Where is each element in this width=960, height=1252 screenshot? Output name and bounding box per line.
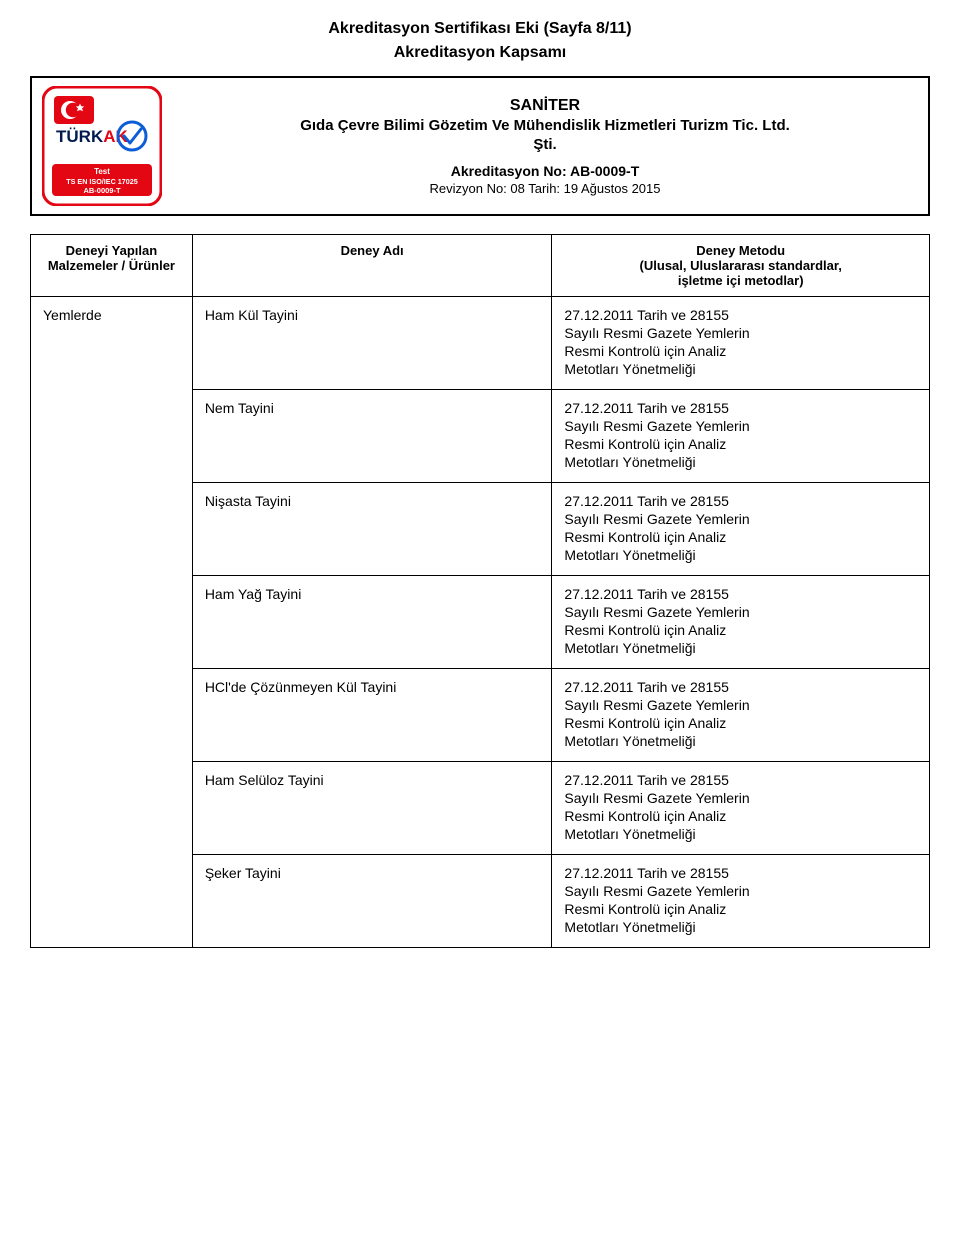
method-cell: 27.12.2011 Tarih ve 28155Sayılı Resmi Ga… [552, 669, 930, 762]
material-cell: Yemlerde [31, 297, 193, 948]
col-header-method: Deney Metodu (Ulusal, Uluslararası stand… [552, 235, 930, 297]
method-cell: 27.12.2011 Tarih ve 28155Sayılı Resmi Ga… [552, 390, 930, 483]
table-row: YemlerdeHam Kül Tayini27.12.2011 Tarih v… [31, 297, 930, 390]
test-name-cell: Nişasta Tayini [192, 483, 552, 576]
test-name-cell: Ham Yağ Tayini [192, 576, 552, 669]
test-name-cell: Ham Kül Tayini [192, 297, 552, 390]
logo-cell: TÜRKAK Test TS EN ISO/IEC 17025 AB-0009-… [32, 78, 172, 214]
logo-standard: TS EN ISO/IEC 17025 [66, 177, 138, 186]
method-cell: 27.12.2011 Tarih ve 28155Sayılı Resmi Ga… [552, 762, 930, 855]
header-text: SANİTER Gıda Çevre Bilimi Gözetim Ve Müh… [172, 78, 928, 214]
logo-code: AB-0009-T [83, 186, 121, 195]
test-name-cell: Nem Tayini [192, 390, 552, 483]
header-box: TÜRKAK Test TS EN ISO/IEC 17025 AB-0009-… [30, 76, 930, 216]
method-cell: 27.12.2011 Tarih ve 28155Sayılı Resmi Ga… [552, 576, 930, 669]
org-sti: Şti. [533, 136, 556, 153]
org-desc: Gıda Çevre Bilimi Gözetim Ve Mühendislik… [300, 117, 790, 134]
scope-table: Deneyi Yapılan Malzemeler / Ürünler Dene… [30, 234, 930, 948]
col-header-test-name: Deney Adı [192, 235, 552, 297]
page-title: Akreditasyon Sertifikası Eki (Sayfa 8/11… [30, 20, 930, 38]
table-header-row: Deneyi Yapılan Malzemeler / Ürünler Dene… [31, 235, 930, 297]
test-name-cell: HCl'de Çözünmeyen Kül Tayini [192, 669, 552, 762]
page-subtitle: Akreditasyon Kapsamı [30, 44, 930, 62]
org-name: SANİTER [510, 97, 580, 115]
col-header-materials: Deneyi Yapılan Malzemeler / Ürünler [31, 235, 193, 297]
method-cell: 27.12.2011 Tarih ve 28155Sayılı Resmi Ga… [552, 855, 930, 948]
revision-info: Revizyon No: 08 Tarih: 19 Ağustos 2015 [429, 181, 660, 196]
test-name-cell: Şeker Tayini [192, 855, 552, 948]
method-cell: 27.12.2011 Tarih ve 28155Sayılı Resmi Ga… [552, 483, 930, 576]
accreditation-number: Akreditasyon No: AB-0009-T [451, 163, 640, 179]
method-cell: 27.12.2011 Tarih ve 28155Sayılı Resmi Ga… [552, 297, 930, 390]
turkak-logo: TÜRKAK Test TS EN ISO/IEC 17025 AB-0009-… [42, 86, 162, 206]
logo-test-label: Test [94, 167, 110, 176]
test-name-cell: Ham Selüloz Tayini [192, 762, 552, 855]
